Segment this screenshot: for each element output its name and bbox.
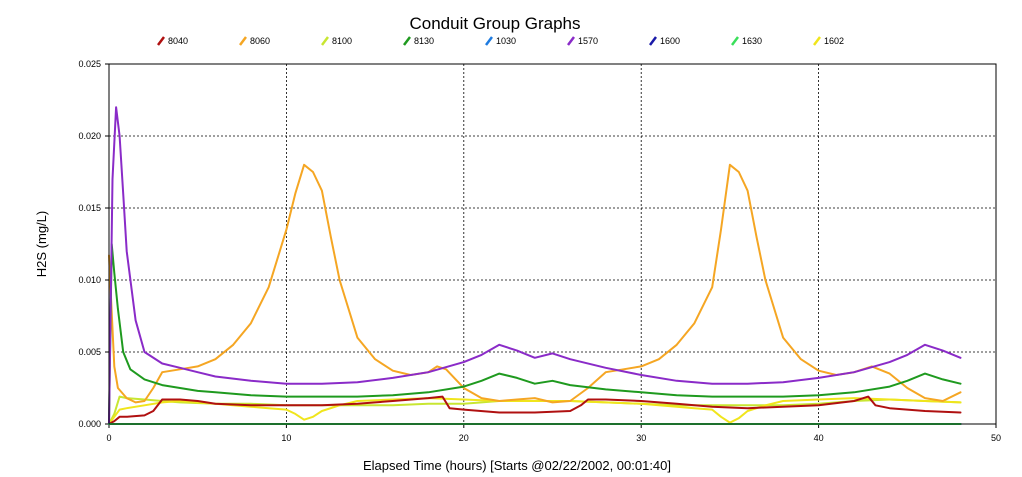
x-axis-label: Elapsed Time (hours) [Starts @02/22/2002…	[363, 458, 671, 473]
x-tick-label: 10	[281, 433, 291, 443]
legend-swatch	[731, 36, 739, 46]
legend-label: 8040	[168, 36, 188, 46]
legend-swatch	[813, 36, 821, 46]
x-tick-label: 40	[814, 433, 824, 443]
legend-label: 1570	[578, 36, 598, 46]
y-axis-label: H2S (mg/L)	[34, 211, 49, 277]
y-tick-label: 0.020	[78, 131, 101, 141]
legend-swatch	[321, 36, 329, 46]
legend-item-1600: 1600	[649, 36, 680, 46]
legend-item-1570: 1570	[567, 36, 598, 46]
legend-label: 1602	[824, 36, 844, 46]
y-tick-label: 0.010	[78, 275, 101, 285]
legend-item-1630: 1630	[731, 36, 762, 46]
legend: 8040 8060 8100 8130 1030 1570 1600 1630 1602	[157, 36, 844, 46]
legend-item-8040: 8040	[157, 36, 188, 46]
grid	[109, 64, 996, 424]
x-tick-label: 30	[636, 433, 646, 443]
x-tick-label: 20	[459, 433, 469, 443]
legend-item-1602: 1602	[813, 36, 844, 46]
legend-item-1030: 1030	[485, 36, 516, 46]
x-tick-label: 50	[991, 433, 1001, 443]
x-tick-label: 0	[106, 433, 111, 443]
series-line-1570	[108, 106, 962, 425]
legend-swatch	[157, 36, 165, 46]
legend-label: 8060	[250, 36, 270, 46]
axis-ticks: 0 10 20 30 40 50 0.000 0.005 0.010 0.015 0.020 0.02…	[78, 59, 1001, 443]
legend-swatch	[649, 36, 657, 46]
legend-label: 1030	[496, 36, 516, 46]
legend-swatch	[485, 36, 493, 46]
legend-item-8100: 8100	[321, 36, 352, 46]
y-tick-label: 0.005	[78, 347, 101, 357]
plot-frame	[108, 63, 997, 425]
y-tick-label: 0.000	[78, 419, 101, 429]
series-line-8100	[108, 395, 962, 425]
legend-label: 1630	[742, 36, 762, 46]
legend-label: 1600	[660, 36, 680, 46]
legend-label: 8100	[332, 36, 352, 46]
series-line-8060	[108, 163, 962, 404]
series-line-8040	[108, 395, 962, 425]
chart-title: Conduit Group Graphs	[409, 14, 580, 33]
legend-item-8130: 8130	[403, 36, 434, 46]
y-tick-label: 0.015	[78, 203, 101, 213]
legend-swatch	[239, 36, 247, 46]
legend-label: 8130	[414, 36, 434, 46]
legend-swatch	[403, 36, 411, 46]
series-group	[108, 106, 962, 425]
y-tick-label: 0.025	[78, 59, 101, 69]
legend-swatch	[567, 36, 575, 46]
legend-item-8060: 8060	[239, 36, 270, 46]
series-line-8130	[108, 243, 962, 425]
